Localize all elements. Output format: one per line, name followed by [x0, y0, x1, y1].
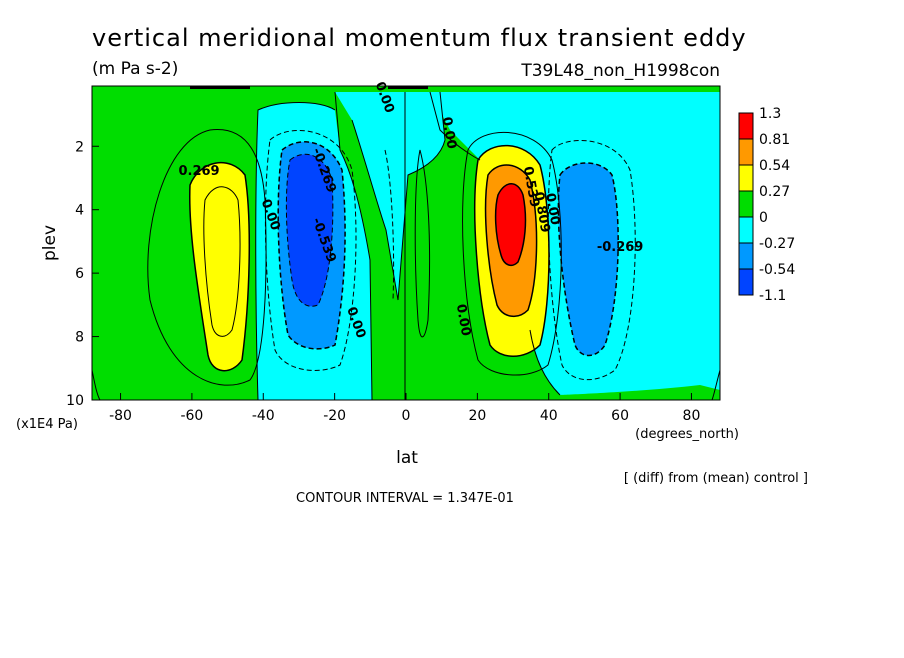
y-units-label: (x1E4 Pa)	[16, 417, 78, 432]
colorbar-level-label: 1.3	[759, 106, 781, 122]
x-axis: -80 -60 -40 -20 0 20 40 60 80	[109, 393, 700, 424]
x-units-label: (degrees_north)	[635, 427, 739, 442]
y-axis-label: plev	[40, 225, 60, 261]
units-label: (m Pa s-2)	[92, 59, 178, 79]
chart-title: vertical meridional momentum flux transi…	[92, 24, 747, 52]
colorbar-swatch	[738, 164, 754, 192]
y-tick-label: 10	[66, 393, 84, 409]
field-positive-nh-red	[495, 183, 526, 266]
contour-lines	[92, 91, 720, 400]
contour-label: 0.00	[542, 192, 562, 226]
x-tick-label: -40	[252, 408, 275, 424]
field-negative-sh-core	[286, 154, 333, 307]
contour-label: 0.269	[178, 164, 219, 179]
colorbar-swatch	[738, 112, 754, 140]
y-tick-label: 8	[75, 330, 84, 346]
x-tick-label: 20	[468, 408, 486, 424]
colorbar-level-label: -0.54	[759, 262, 795, 278]
colorbar-swatch	[738, 190, 754, 218]
contour-label: 0.809	[531, 191, 553, 234]
y-tick-label: 4	[75, 203, 84, 219]
x-tick-label: 0	[402, 408, 411, 424]
colorbar-level-label: 0.27	[759, 184, 790, 200]
contour-interval: CONTOUR INTERVAL = 1.347E-01	[296, 491, 514, 506]
x-tick-label: 80	[683, 408, 701, 424]
colorbar-swatch	[738, 242, 754, 270]
plot-area	[91, 85, 721, 401]
x-tick-label: -60	[180, 408, 203, 424]
x-tick-label: 40	[540, 408, 558, 424]
x-tick-label: -20	[323, 408, 346, 424]
y-axis: 2 4 6 8 10	[66, 139, 99, 409]
x-tick-label: 60	[611, 408, 629, 424]
colorbar-level-label: 0.81	[759, 132, 790, 148]
colorbar-level-label: 0.54	[759, 158, 790, 174]
colorbar-swatch	[738, 216, 754, 244]
field-negative-nh-mid	[558, 162, 619, 356]
contour-label: 0.00	[439, 116, 459, 150]
y-tick-label: 2	[75, 139, 84, 155]
colorbar-swatch	[738, 268, 754, 296]
colorbar-level-label: -1.1	[759, 288, 786, 304]
contour-label: 0.00	[453, 303, 473, 337]
field-negative-top	[335, 92, 445, 300]
diff-note: [ (diff) from (mean) control ]	[624, 471, 808, 486]
colorbar-level-label: -0.27	[759, 236, 795, 252]
contour-label: 0.539	[520, 165, 542, 208]
x-tick-label: -80	[109, 408, 132, 424]
contour-label: -0.269	[597, 240, 644, 255]
colorbar-swatch	[738, 138, 754, 166]
x-axis-label: lat	[396, 448, 418, 468]
colorbar: 1.3 0.81 0.54 0.27 0 -0.27 -0.54 -1.1	[738, 106, 795, 304]
run-label: T39L48_non_H1998con	[520, 61, 720, 81]
y-tick-label: 6	[75, 266, 84, 282]
colorbar-level-label: 0	[759, 210, 768, 226]
